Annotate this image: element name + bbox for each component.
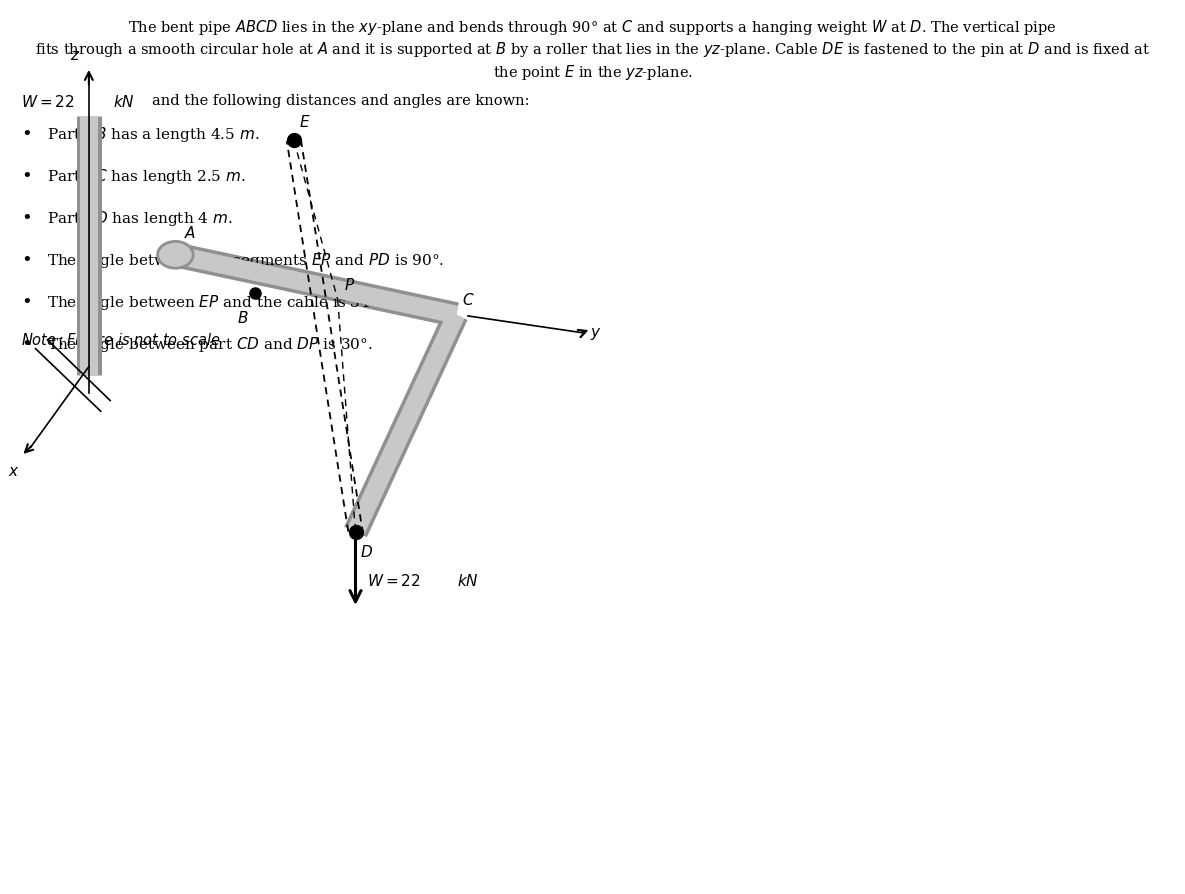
Text: •: •	[21, 125, 32, 143]
Text: The angle between $\mathit{EP}$ and the cable is 34°.: The angle between $\mathit{EP}$ and the …	[47, 293, 383, 312]
Text: and the following distances and angles are known:: and the following distances and angles a…	[152, 94, 530, 108]
Text: $x$: $x$	[8, 465, 20, 479]
Text: $kN$: $kN$	[113, 94, 134, 110]
Text: $A$: $A$	[184, 225, 196, 241]
Text: The angle between line segments $\mathit{EP}$ and $\mathit{PD}$ is 90°.: The angle between line segments $\mathit…	[47, 251, 444, 270]
Text: the point $E$ in the $\mathit{yz}$-plane.: the point $E$ in the $\mathit{yz}$-plane…	[493, 63, 692, 81]
Text: $D$: $D$	[360, 544, 373, 560]
Text: The bent pipe $\mathit{ABCD}$ lies in the $\mathit{xy}$-plane and bends through : The bent pipe $\mathit{ABCD}$ lies in th…	[128, 18, 1057, 37]
Text: $E$: $E$	[299, 114, 310, 130]
Text: $y$: $y$	[590, 326, 602, 342]
Text: $C$: $C$	[462, 292, 475, 308]
Text: $W = 22$: $W = 22$	[21, 94, 75, 110]
Text: $z$: $z$	[70, 48, 81, 63]
Text: $B$: $B$	[237, 310, 249, 326]
Text: Part $\mathit{CD}$ has length 4 $m$.: Part $\mathit{CD}$ has length 4 $m$.	[47, 209, 233, 228]
Text: $W = 22$: $W = 22$	[367, 573, 421, 589]
Text: $kN$: $kN$	[457, 573, 479, 589]
Text: •: •	[21, 293, 32, 311]
Text: Part $\mathit{AB}$ has a length 4.5 $m$.: Part $\mathit{AB}$ has a length 4.5 $m$.	[47, 125, 260, 144]
Text: $\it{Note: Figure\ is\ not\ to\ scale}$: $\it{Note: Figure\ is\ not\ to\ scale}$	[21, 331, 220, 350]
Text: Part $\mathit{BC}$ has length 2.5 $m$.: Part $\mathit{BC}$ has length 2.5 $m$.	[47, 167, 246, 186]
Text: •: •	[21, 335, 32, 353]
Text: $P$: $P$	[344, 277, 354, 293]
Text: •: •	[21, 251, 32, 269]
Text: The angle between part $\mathit{CD}$ and $\mathit{DP}$ is 30°.: The angle between part $\mathit{CD}$ and…	[47, 335, 373, 354]
Text: fits through a smooth circular hole at $A$ and it is supported at $B$ by a rolle: fits through a smooth circular hole at $…	[36, 40, 1149, 59]
Text: •: •	[21, 167, 32, 185]
Text: •: •	[21, 209, 32, 227]
Circle shape	[158, 241, 193, 268]
